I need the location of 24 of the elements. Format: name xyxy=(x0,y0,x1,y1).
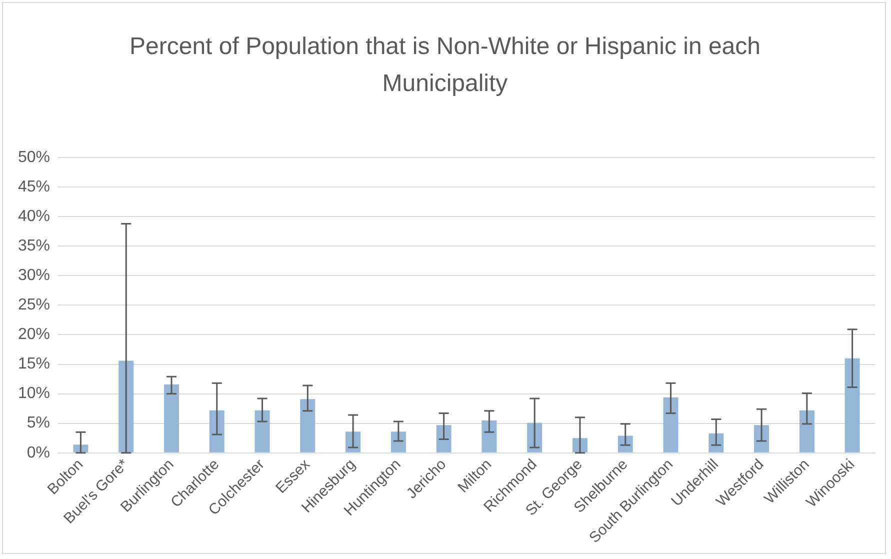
y-tick-label: 5% xyxy=(26,414,50,432)
bar xyxy=(799,410,814,452)
y-tick-label: 25% xyxy=(18,296,50,314)
y-tick-label: 10% xyxy=(18,385,50,402)
bar xyxy=(663,397,678,452)
bar xyxy=(436,425,452,452)
bar xyxy=(844,358,860,452)
chart-title: Percent of Population that is Non-White or Hispanic in each Municipality xyxy=(128,32,762,99)
y-tick-label: 0% xyxy=(26,444,50,462)
y-tick-label: 35% xyxy=(18,238,50,255)
bar xyxy=(754,425,770,452)
y-tick-label: 20% xyxy=(18,326,50,344)
bar xyxy=(209,410,224,452)
y-tick-label: 50% xyxy=(18,149,50,166)
y-tick-label: 30% xyxy=(18,267,50,284)
bar xyxy=(118,360,134,452)
y-tick-label: 45% xyxy=(18,178,50,196)
bar xyxy=(164,384,179,452)
y-tick-label: 15% xyxy=(18,356,50,373)
bar xyxy=(482,420,497,452)
bar xyxy=(390,432,406,452)
bar xyxy=(254,410,270,452)
bar xyxy=(300,399,316,452)
y-tick-label: 40% xyxy=(18,208,50,226)
